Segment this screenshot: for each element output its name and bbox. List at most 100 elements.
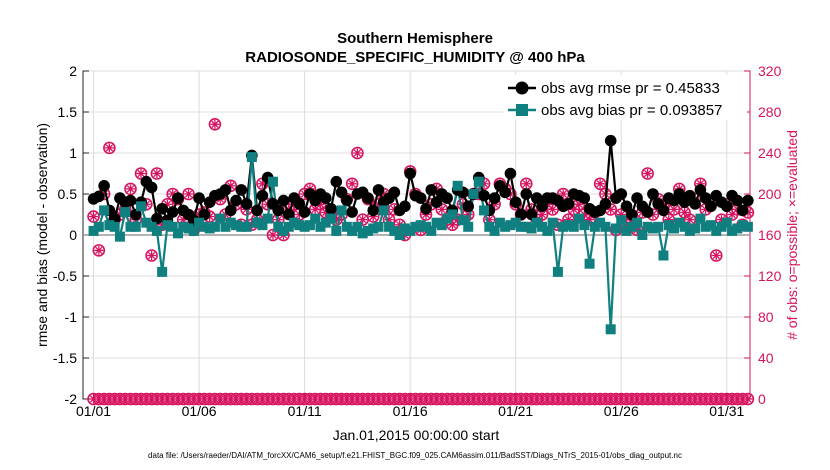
obs-evaluated-marker xyxy=(268,230,278,240)
bias-point xyxy=(742,221,753,232)
rmse-point xyxy=(509,196,522,208)
bias-point xyxy=(616,215,627,226)
y-tick-label: 0 xyxy=(69,227,77,243)
bias-point xyxy=(600,221,611,232)
bias-point xyxy=(727,225,738,236)
y-tick-label: 2 xyxy=(69,63,77,79)
bias-point xyxy=(547,217,558,228)
obs-count-markers xyxy=(87,118,755,406)
rmse-point xyxy=(277,194,290,207)
y2-tick-label: 240 xyxy=(758,145,782,161)
bias-point xyxy=(178,221,189,232)
obs-evaluated-marker xyxy=(358,215,368,225)
obs-evaluated-marker xyxy=(136,169,146,178)
rmse-point xyxy=(441,192,453,204)
bias-point xyxy=(674,217,685,228)
bias-point xyxy=(410,221,421,232)
rmse-point xyxy=(240,198,253,210)
rmse-point xyxy=(615,188,628,200)
bias-point xyxy=(669,223,680,234)
obs-evaluated-marker xyxy=(548,204,558,214)
bias-point xyxy=(473,176,484,187)
y2-tick-label: 40 xyxy=(758,350,774,366)
bias-point xyxy=(552,266,563,277)
bias-point xyxy=(257,220,268,231)
rmse-point xyxy=(367,204,380,217)
obs-evaluated-marker xyxy=(680,207,690,217)
y-tick-label: -2 xyxy=(65,391,78,407)
bias-point xyxy=(125,221,136,232)
bias-point xyxy=(215,213,226,224)
obs-evaluated-marker xyxy=(352,148,362,158)
rmse-point xyxy=(156,202,168,215)
bias-point xyxy=(637,230,648,240)
bias-point xyxy=(252,217,263,228)
obs-evaluated-marker xyxy=(147,251,157,260)
bias-point xyxy=(157,266,168,277)
bias-point xyxy=(647,223,658,234)
chart-subtitle: RADIOSONDE_SPECIFIC_HUMIDITY @ 400 hPa xyxy=(245,49,585,66)
y-tick-label: -0.5 xyxy=(53,268,77,284)
bias-point xyxy=(642,221,653,232)
bias-point xyxy=(705,220,716,231)
bias-point xyxy=(574,213,585,224)
obs-evaluated-marker xyxy=(437,204,447,214)
x-tick-label: 01/11 xyxy=(288,403,322,419)
y-tick-label: 0.5 xyxy=(58,186,78,202)
bias-point xyxy=(326,213,337,224)
obs-evaluated-marker xyxy=(210,119,220,129)
data-file-footer: data file: /Users/raeder/DAI/ATM_forcXX/… xyxy=(148,451,682,460)
rmse-point xyxy=(325,202,337,215)
rmse-point xyxy=(562,198,575,210)
bias-point xyxy=(241,221,252,232)
y-tick-label: -1 xyxy=(65,309,78,325)
series-lines xyxy=(87,134,754,335)
bias-point xyxy=(716,221,727,232)
bias-point xyxy=(484,221,495,232)
rmse-point xyxy=(705,200,717,213)
right-axis-ticks: 0 40 80 120 160 200 240 280 320 xyxy=(744,63,782,407)
rmse-point xyxy=(641,206,654,218)
rmse-point xyxy=(520,188,533,200)
bias-point xyxy=(737,220,748,231)
legend-bias-label: obs avg bias pr = 0.093857 xyxy=(541,102,722,119)
obs-possible-marker xyxy=(124,182,137,196)
rmse-point xyxy=(736,204,749,217)
bias-point xyxy=(310,213,321,224)
bias-point xyxy=(262,213,273,224)
obs-evaluated-marker xyxy=(595,179,605,189)
rmse-point xyxy=(699,192,712,204)
rmse-point xyxy=(488,192,501,204)
bias-point xyxy=(368,223,379,234)
rmse-point xyxy=(625,208,638,221)
bias-point xyxy=(542,225,553,236)
bias-point xyxy=(336,205,347,216)
bias-point xyxy=(299,221,310,232)
obs-possible-marker xyxy=(345,177,359,191)
obs-evaluated-marker xyxy=(711,251,721,260)
bias-point xyxy=(452,180,463,191)
bias-point xyxy=(563,220,574,231)
rmse-point xyxy=(256,189,269,202)
bias-point xyxy=(141,217,152,228)
x-tick-label: 01/31 xyxy=(709,403,744,419)
obs-possible-marker xyxy=(208,118,222,131)
bias-point xyxy=(684,225,695,236)
bias-point xyxy=(420,221,431,232)
bias-point xyxy=(605,324,616,335)
bias-point xyxy=(373,221,384,232)
obs-possible-marker xyxy=(150,167,164,180)
rmse-point xyxy=(425,184,438,196)
obs-possible-marker xyxy=(87,210,100,223)
bias-point xyxy=(136,201,147,212)
rmse-point xyxy=(388,186,401,199)
rmse-point xyxy=(462,200,475,213)
rmse-point xyxy=(145,181,158,194)
bias-point xyxy=(389,225,400,236)
bias-point xyxy=(632,217,643,228)
bias-point xyxy=(494,217,505,228)
bias-point xyxy=(88,225,99,236)
bias-point xyxy=(610,223,621,234)
obs-evaluated-marker xyxy=(89,212,99,222)
bias-point xyxy=(162,220,173,231)
